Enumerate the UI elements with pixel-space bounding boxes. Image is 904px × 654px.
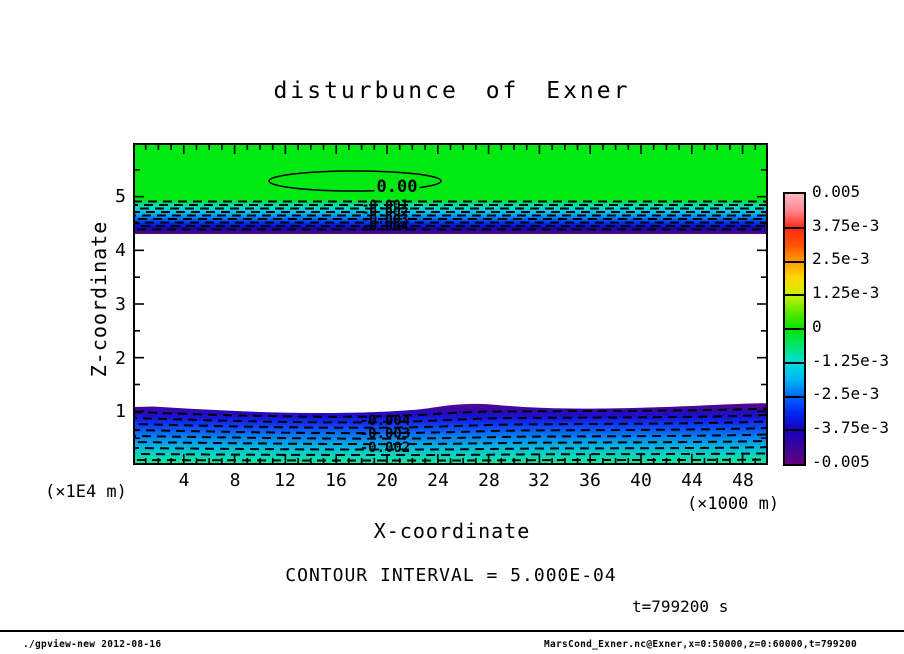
lower-dashed-contours: [133, 407, 768, 462]
x-tick-label: 32: [528, 470, 550, 491]
colorbar-label: 0.005: [812, 182, 861, 201]
y-tick-label: 1: [115, 401, 126, 422]
footer-left-command: ./gpview-new 2012-08-16: [23, 639, 162, 650]
lower-gradient-band: [133, 403, 768, 465]
colorbar-label: -0.005: [812, 452, 870, 471]
colorbar-label: -3.75e-3: [812, 418, 890, 437]
y-axis-unit: (×1E4 m): [45, 482, 127, 502]
plot-frame: [133, 143, 768, 465]
time-annotation: t=799200 s: [632, 597, 729, 616]
x-axis-label: X-coordinate: [373, 519, 531, 543]
y-tick-label: 3: [115, 294, 126, 315]
y-tick-label: 2: [115, 348, 126, 369]
plot-area: 0.00 -0.001 -0.002 -0.003 -0.004 -0.004 …: [133, 143, 768, 465]
x-tick-label: 16: [325, 470, 347, 491]
contour-plot-graphic: [133, 143, 768, 465]
colorbar-label: 2.5e-3: [812, 249, 870, 268]
x-tick-label: 40: [630, 470, 652, 491]
colorbar-divider: [785, 260, 804, 263]
upper-dashed-contours: [133, 200, 768, 231]
contour-label-upper: -0.001: [361, 198, 409, 214]
contour-label-zero: 0.00: [374, 177, 420, 197]
footer-right-source: MarsCond_Exner.nc@Exner,x=0:50000,z=0:60…: [543, 639, 857, 650]
x-tick-label: 36: [579, 470, 601, 491]
contour-label-upper: -0.003: [361, 212, 409, 228]
colorbar-divider: [785, 226, 804, 229]
colorbar-divider: [785, 294, 804, 297]
x-axis-unit: (×1000 m): [686, 494, 780, 514]
contour-label-lower: -0.004: [359, 413, 411, 429]
colorbar-divider: [785, 395, 804, 398]
zero-contour-ellipse: [268, 170, 442, 192]
x-tick-label: 8: [229, 470, 241, 491]
colorbar-divider: [785, 361, 804, 364]
colorbar: [783, 192, 806, 466]
colorbar-label: -1.25e-3: [812, 351, 890, 370]
colorbar-divider: [785, 429, 804, 432]
colorbar-label: 3.75e-3: [812, 216, 880, 235]
contour-label-lower: -0.002: [359, 440, 411, 456]
contour-label-upper: -0.004: [361, 219, 409, 235]
axis-ticks: [135, 145, 766, 463]
x-tick-label: 24: [427, 470, 449, 491]
colorbar-label: -2.5e-3: [812, 384, 880, 403]
x-tick-label: 20: [376, 470, 398, 491]
colorbar-label: 1.25e-3: [812, 283, 880, 302]
x-tick-label: 4: [178, 470, 190, 491]
x-tick-label: 44: [681, 470, 703, 491]
contour-label-upper: -0.002: [361, 205, 409, 221]
colorbar-label: 0: [812, 317, 822, 336]
y-tick-label: 4: [115, 240, 126, 261]
x-tick-label: 48: [732, 470, 754, 491]
colorbar-divider: [785, 328, 804, 330]
y-tick-label: 5: [115, 186, 126, 207]
x-tick-label: 12: [274, 470, 296, 491]
upper-green-layer: [133, 143, 768, 201]
chart-title: disturbunce of Exner: [273, 78, 631, 104]
x-tick-label: 28: [478, 470, 500, 491]
contour-interval-note: CONTOUR INTERVAL = 5.000E-04: [285, 565, 617, 586]
footer-divider: [0, 630, 904, 632]
contour-label-lower: -0.003: [359, 426, 411, 442]
